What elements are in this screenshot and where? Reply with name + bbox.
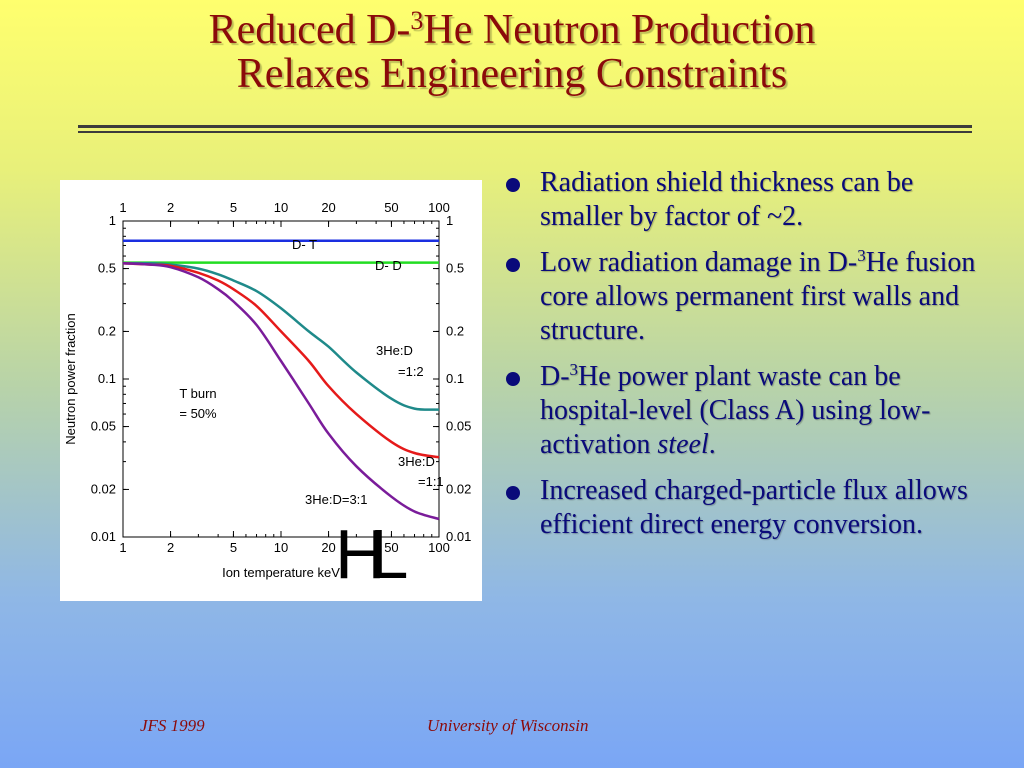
y-tick-label-left: 0.05 [91, 419, 116, 434]
x-tick-label-bottom: 10 [274, 540, 288, 555]
x-tick-label-top: 2 [167, 200, 174, 215]
bullet-text: . [708, 429, 716, 460]
y-tick-label-right: 0.2 [446, 323, 464, 338]
x-tick-label-bottom: 50 [384, 540, 398, 555]
bullet-text: He fusion core allows permanent first wa… [540, 247, 976, 346]
x-axis-label: Ion temperature keV [222, 565, 340, 580]
bullet-item: Low radiation damage in D-3He fusion cor… [498, 246, 998, 348]
bullet-dot-icon [506, 258, 520, 272]
x-tick-label-top: 10 [274, 200, 288, 215]
bullet-text: Radiation shield thickness can be smalle… [540, 167, 914, 232]
y-tick-label-right: 0.05 [446, 419, 471, 434]
y-tick-label-right: 1 [446, 213, 453, 228]
bullet-superscript: 3 [857, 246, 866, 265]
bullet-emphasis: steel [657, 429, 709, 460]
series-line [122, 261, 440, 411]
title-line-1: Reduced D-3He Neutron Production [0, 6, 1024, 53]
tick-marks [122, 220, 440, 538]
title-text: Reduced D- [208, 7, 411, 53]
series-line [122, 262, 440, 459]
x-tick-label-bottom: 1 [119, 540, 126, 555]
y-tick-label-left: 0.02 [91, 481, 116, 496]
x-tick-label-top: 100 [428, 200, 450, 215]
y-tick-label-left: 0.2 [98, 323, 116, 338]
y-tick-label-right: 0.01 [446, 529, 471, 544]
bullet-item: Radiation shield thickness can be smalle… [498, 166, 998, 234]
bullet-text: D- [540, 361, 570, 392]
tburn-annotation-line1: T burn [179, 386, 216, 401]
bullet-item: Increased charged-particle flux allows e… [498, 474, 998, 542]
neutron-fraction-chart: 1 1 2 2 5 5 10 10 20 20 50 50 100 100 1 1 0.5 0.5 0.2 0.2 0.… [60, 180, 482, 601]
series-label: 3He:D=3:1 [305, 492, 368, 507]
bullet-text: Low radiation damage in D- [540, 247, 858, 278]
title-divider [78, 125, 972, 128]
bullet-superscript: 3 [569, 360, 579, 379]
x-tick-label-top: 20 [321, 200, 335, 215]
y-tick-label-right: 0.5 [446, 261, 464, 276]
footer-center: University of Wisconsin [427, 716, 589, 735]
bullet-text: He power plant waste can be hospital-lev… [540, 361, 931, 460]
tburn-annotation-line2: = 50% [179, 406, 217, 421]
x-tick-label-bottom: 5 [230, 540, 237, 555]
series-line [122, 262, 440, 521]
x-tick-label-bottom: 100 [428, 540, 450, 555]
title-divider [78, 131, 972, 133]
series-label: D- D [375, 258, 402, 273]
y-tick-label-right: 0.02 [446, 481, 471, 496]
series-labels: D- T D- D 3He:D =1:2 3He:D =1:1 3He:D=3:1 [292, 237, 444, 507]
series-label: D- T [292, 237, 317, 252]
x-tick-label-top: 1 [119, 200, 126, 215]
y-tick-label-left: 1 [109, 213, 116, 228]
y-tick-label-left: 0.1 [98, 371, 116, 386]
y-tick-label-left: 0.5 [98, 261, 116, 276]
bullet-dot-icon [506, 486, 520, 500]
title-text: He Neutron Production [423, 7, 816, 53]
bullet-list: Radiation shield thickness can be smalle… [498, 166, 998, 554]
title-superscript: 3 [410, 6, 424, 35]
x-tick-label-bottom: 20 [321, 540, 335, 555]
bullet-text: Increased charged-particle flux allows e… [540, 475, 968, 540]
series-label: 3He:D [376, 343, 413, 358]
series-label-line2: =1:1 [418, 474, 444, 489]
bullet-dot-icon [506, 178, 520, 192]
bullet-item: D-3He power plant waste can be hospital-… [498, 360, 998, 462]
slide-title: Reduced D-3He Neutron Production Relaxes… [0, 6, 1024, 97]
series-label: 3He:D [398, 454, 435, 469]
series-label-line2: =1:2 [398, 364, 424, 379]
series-lines [122, 239, 440, 521]
y-axis-label: Neutron power fraction [63, 313, 78, 445]
y-tick-label-right: 0.1 [446, 371, 464, 386]
x-tick-label-top: 50 [384, 200, 398, 215]
y-tick-label-left: 0.01 [91, 529, 116, 544]
x-tick-label-bottom: 2 [167, 540, 174, 555]
footer-left: JFS 1999 [140, 716, 205, 735]
x-tick-label-top: 5 [230, 200, 237, 215]
bullet-dot-icon [506, 372, 520, 386]
title-line-2: Relaxes Engineering Constraints [236, 51, 788, 97]
